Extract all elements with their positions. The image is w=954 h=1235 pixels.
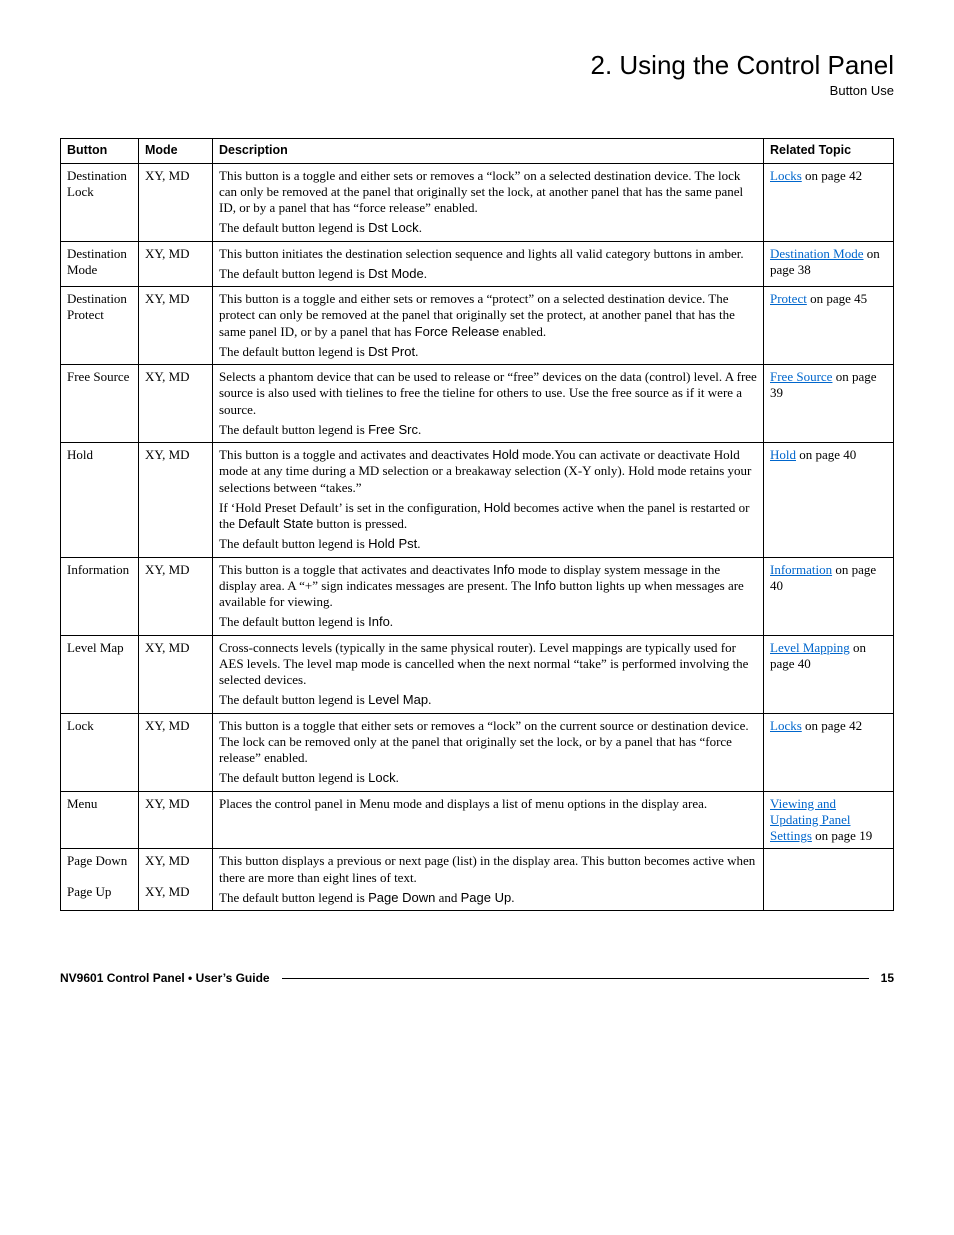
cell-button: Level Map bbox=[61, 635, 139, 713]
cell-description: This button is a toggle that activates a… bbox=[213, 557, 764, 635]
cell-description: Cross-connects levels (typically in the … bbox=[213, 635, 764, 713]
cell-mode: XY, MD bbox=[139, 791, 213, 849]
cell-mode: XY, MD bbox=[139, 365, 213, 443]
page-footer: NV9601 Control Panel • User’s Guide 15 bbox=[60, 971, 894, 985]
cell-mode: XY, MD bbox=[139, 849, 213, 880]
buttons-reference-table: Button Mode Description Related Topic De… bbox=[60, 138, 894, 911]
col-button: Button bbox=[61, 139, 139, 164]
table-row: InformationXY, MDThis button is a toggle… bbox=[61, 557, 894, 635]
table-row: Page DownXY, MDThis button displays a pr… bbox=[61, 849, 894, 880]
table-row: MenuXY, MDPlaces the control panel in Me… bbox=[61, 791, 894, 849]
table-header-row: Button Mode Description Related Topic bbox=[61, 139, 894, 164]
cell-description: Selects a phantom device that can be use… bbox=[213, 365, 764, 443]
cell-button: Destination Lock bbox=[61, 163, 139, 241]
cell-button: Destination Mode bbox=[61, 241, 139, 287]
col-description: Description bbox=[213, 139, 764, 164]
footer-guide-title: NV9601 Control Panel • User’s Guide bbox=[60, 971, 270, 985]
cell-related-topic[interactable]: Information on page 40 bbox=[764, 557, 894, 635]
cell-button: Information bbox=[61, 557, 139, 635]
cell-related-topic[interactable]: Viewing and Updating Panel Settings on p… bbox=[764, 791, 894, 849]
cell-mode: XY, MD bbox=[139, 557, 213, 635]
col-mode: Mode bbox=[139, 139, 213, 164]
cell-mode: XY, MD bbox=[139, 713, 213, 791]
cell-button: Hold bbox=[61, 443, 139, 558]
section-subtitle: Button Use bbox=[60, 83, 894, 98]
section-title: 2. Using the Control Panel bbox=[60, 50, 894, 81]
cell-related-topic[interactable]: Locks on page 42 bbox=[764, 713, 894, 791]
footer-rule bbox=[282, 978, 869, 979]
cell-related-topic[interactable]: Hold on page 40 bbox=[764, 443, 894, 558]
cell-button: Page Up bbox=[61, 880, 139, 911]
table-row: Destination ProtectXY, MDThis button is … bbox=[61, 287, 894, 365]
cell-button: Lock bbox=[61, 713, 139, 791]
page-header: 2. Using the Control Panel Button Use bbox=[60, 50, 894, 98]
cell-button: Free Source bbox=[61, 365, 139, 443]
cell-mode: XY, MD bbox=[139, 163, 213, 241]
cell-related-topic bbox=[764, 849, 894, 911]
cell-mode: XY, MD bbox=[139, 635, 213, 713]
cell-mode: XY, MD bbox=[139, 241, 213, 287]
cell-related-topic[interactable]: Free Source on page 39 bbox=[764, 365, 894, 443]
cell-related-topic[interactable]: Locks on page 42 bbox=[764, 163, 894, 241]
table-row: Free SourceXY, MDSelects a phantom devic… bbox=[61, 365, 894, 443]
cell-description: This button initiates the destination se… bbox=[213, 241, 764, 287]
cell-mode: XY, MD bbox=[139, 287, 213, 365]
table-row: Level MapXY, MDCross-connects levels (ty… bbox=[61, 635, 894, 713]
cell-button: Page Down bbox=[61, 849, 139, 880]
table-row: HoldXY, MDThis button is a toggle and ac… bbox=[61, 443, 894, 558]
cell-description: Places the control panel in Menu mode an… bbox=[213, 791, 764, 849]
table-row: Destination ModeXY, MDThis button initia… bbox=[61, 241, 894, 287]
cell-description: This button is a toggle and either sets … bbox=[213, 163, 764, 241]
col-related-topic: Related Topic bbox=[764, 139, 894, 164]
cell-description: This button is a toggle that either sets… bbox=[213, 713, 764, 791]
table-row: LockXY, MDThis button is a toggle that e… bbox=[61, 713, 894, 791]
cell-button: Menu bbox=[61, 791, 139, 849]
cell-description: This button displays a previous or next … bbox=[213, 849, 764, 911]
cell-mode: XY, MD bbox=[139, 443, 213, 558]
cell-description: This button is a toggle and activates an… bbox=[213, 443, 764, 558]
table-row: Destination LockXY, MDThis button is a t… bbox=[61, 163, 894, 241]
cell-related-topic[interactable]: Destination Mode on page 38 bbox=[764, 241, 894, 287]
cell-button: Destination Protect bbox=[61, 287, 139, 365]
cell-mode: XY, MD bbox=[139, 880, 213, 911]
cell-description: This button is a toggle and either sets … bbox=[213, 287, 764, 365]
cell-related-topic[interactable]: Level Mapping on page 40 bbox=[764, 635, 894, 713]
page-number: 15 bbox=[881, 971, 894, 985]
cell-related-topic[interactable]: Protect on page 45 bbox=[764, 287, 894, 365]
